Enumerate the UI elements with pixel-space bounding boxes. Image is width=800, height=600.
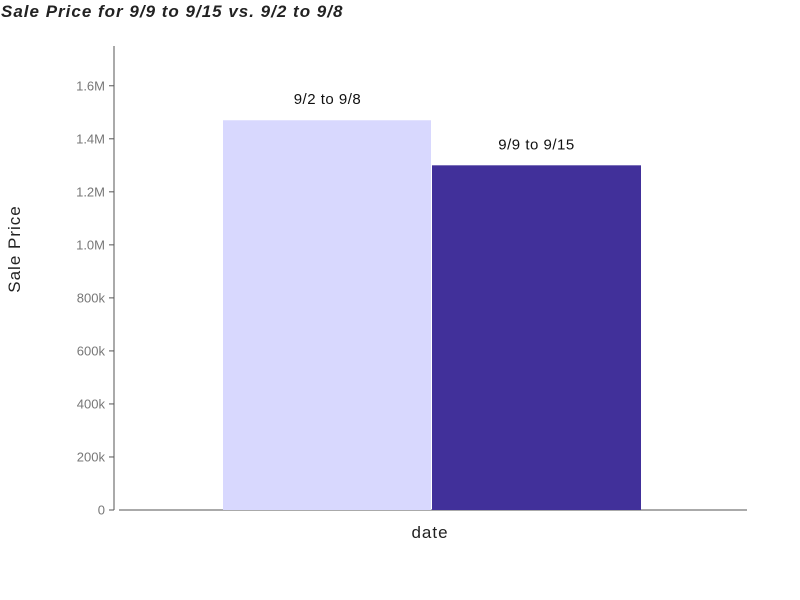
y-tick-label: 1.2M [76, 184, 105, 199]
bar-label-series-0: 9/2 to 9/8 [294, 91, 362, 108]
bars-group [223, 120, 641, 511]
y-axis-ticks: 0 200k 400k 600k 800k 1.0M 1.2M 1.4M 1.6M [76, 78, 114, 518]
y-tick-label: 1.0M [76, 237, 105, 252]
y-tick-label: 800k [77, 290, 106, 305]
bar-label-series-1: 9/9 to 9/15 [498, 136, 574, 153]
y-tick-label: 0 [98, 503, 105, 518]
y-tick-label: 1.4M [76, 131, 105, 146]
y-tick-label: 400k [77, 396, 106, 411]
y-tick-label: 200k [77, 449, 106, 464]
y-tick-label: 600k [77, 343, 106, 358]
y-axis-title: Sale Price [5, 205, 24, 292]
bar-labels-group: 9/2 to 9/8 9/9 to 9/15 [294, 91, 574, 153]
bar-series-1[interactable] [432, 165, 641, 511]
x-axis-title: date [411, 523, 448, 542]
y-tick-label: 1.6M [76, 78, 105, 93]
bar-series-0[interactable] [223, 120, 431, 511]
y-axis: 0 200k 400k 600k 800k 1.0M 1.2M 1.4M 1.6M [76, 46, 115, 518]
chart-title: Sale Price for 9/9 to 9/15 vs. 9/2 to 9/… [1, 2, 344, 21]
